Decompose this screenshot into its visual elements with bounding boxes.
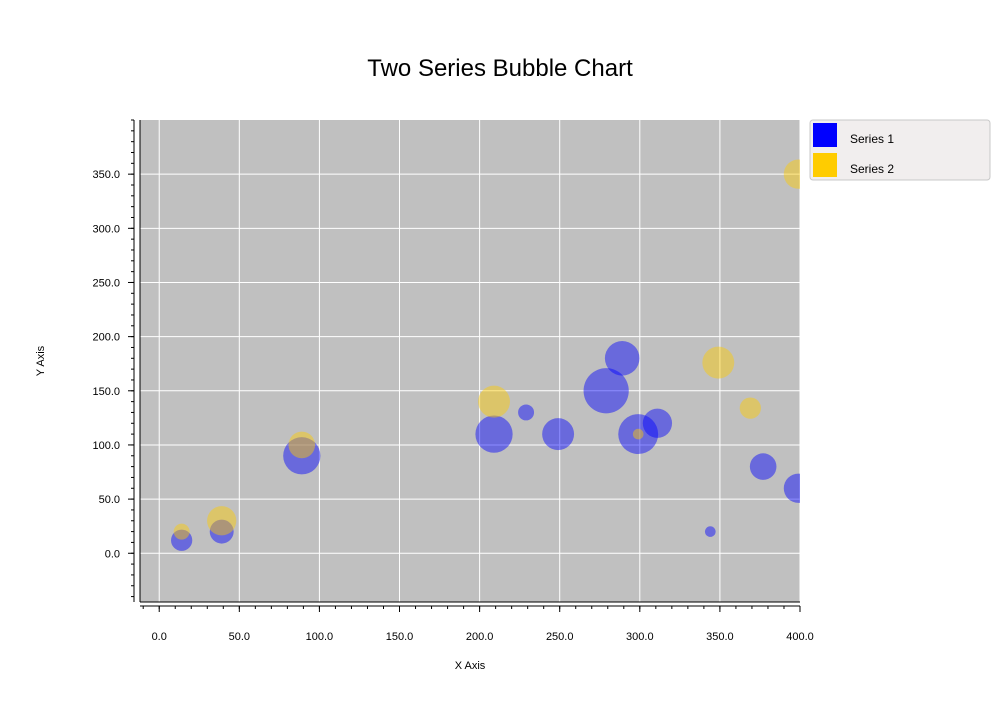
y-axis-label: Y Axis	[35, 345, 47, 376]
bubble-series-1	[542, 418, 575, 451]
y-tick-label: 350.0	[92, 169, 120, 181]
bubble-series-1	[749, 453, 777, 480]
tick-labels: 0.0 50.0 100.0 150.0 200.0 250.0 300.0 350.0 400…	[92, 169, 813, 643]
plot-area	[140, 120, 800, 602]
bubble-series-2	[173, 523, 190, 540]
bubble-series-2	[207, 506, 237, 536]
legend: Series 1 Series 2	[809, 119, 991, 181]
bubble-layer	[171, 159, 800, 551]
x-tick-label: 50.0	[229, 631, 250, 643]
x-tick-label: 150.0	[386, 631, 414, 643]
x-tick-label: 400.0	[786, 631, 814, 643]
grid-lines	[140, 120, 801, 602]
x-tick-label: 100.0	[306, 631, 334, 643]
legend-swatch-series-2	[813, 153, 837, 177]
bubble-series-1	[209, 519, 234, 544]
y-tick-label: 100.0	[92, 440, 120, 452]
bubble-series-1	[583, 368, 629, 414]
bubble-series-1	[618, 414, 659, 455]
bubble-series-1	[704, 526, 716, 537]
legend-box	[809, 119, 991, 181]
x-axis-label: X Axis	[455, 660, 486, 672]
bubble-series-1	[283, 437, 321, 475]
bubble-series-2	[478, 385, 510, 418]
bubble-series-1	[604, 341, 640, 376]
bubble-series-1	[171, 529, 193, 551]
legend-label-series-1: Series 1	[850, 132, 894, 146]
bubble-series-1	[642, 408, 673, 438]
x-tick-label: 0.0	[152, 631, 167, 643]
x-tick-label: 350.0	[706, 631, 734, 643]
bubble-series-1	[518, 404, 535, 421]
y-tick-label: 200.0	[92, 332, 120, 344]
bubble-series-2	[739, 397, 761, 419]
x-tick-label: 200.0	[466, 631, 494, 643]
y-tick-label: 150.0	[92, 386, 120, 398]
legend-swatch-series-1	[813, 123, 837, 147]
y-tick-label: 300.0	[92, 223, 120, 235]
x-tick-label: 300.0	[626, 631, 654, 643]
y-tick-label: 250.0	[92, 277, 120, 289]
bubble-series-1	[475, 415, 513, 453]
bubble-series-2	[632, 428, 644, 440]
x-tick-label: 250.0	[546, 631, 574, 643]
bubble-series-2	[702, 346, 735, 379]
bubble-series-2	[288, 431, 316, 459]
bubble-series-1	[783, 473, 800, 503]
chart-title: Two Series Bubble Chart	[367, 55, 633, 82]
y-tick-label: 0.0	[105, 548, 120, 560]
legend-label-series-2: Series 2	[850, 162, 894, 176]
bubble-series-2	[783, 159, 800, 189]
y-tick-label: 50.0	[99, 494, 120, 506]
axis-ticks	[128, 119, 801, 612]
